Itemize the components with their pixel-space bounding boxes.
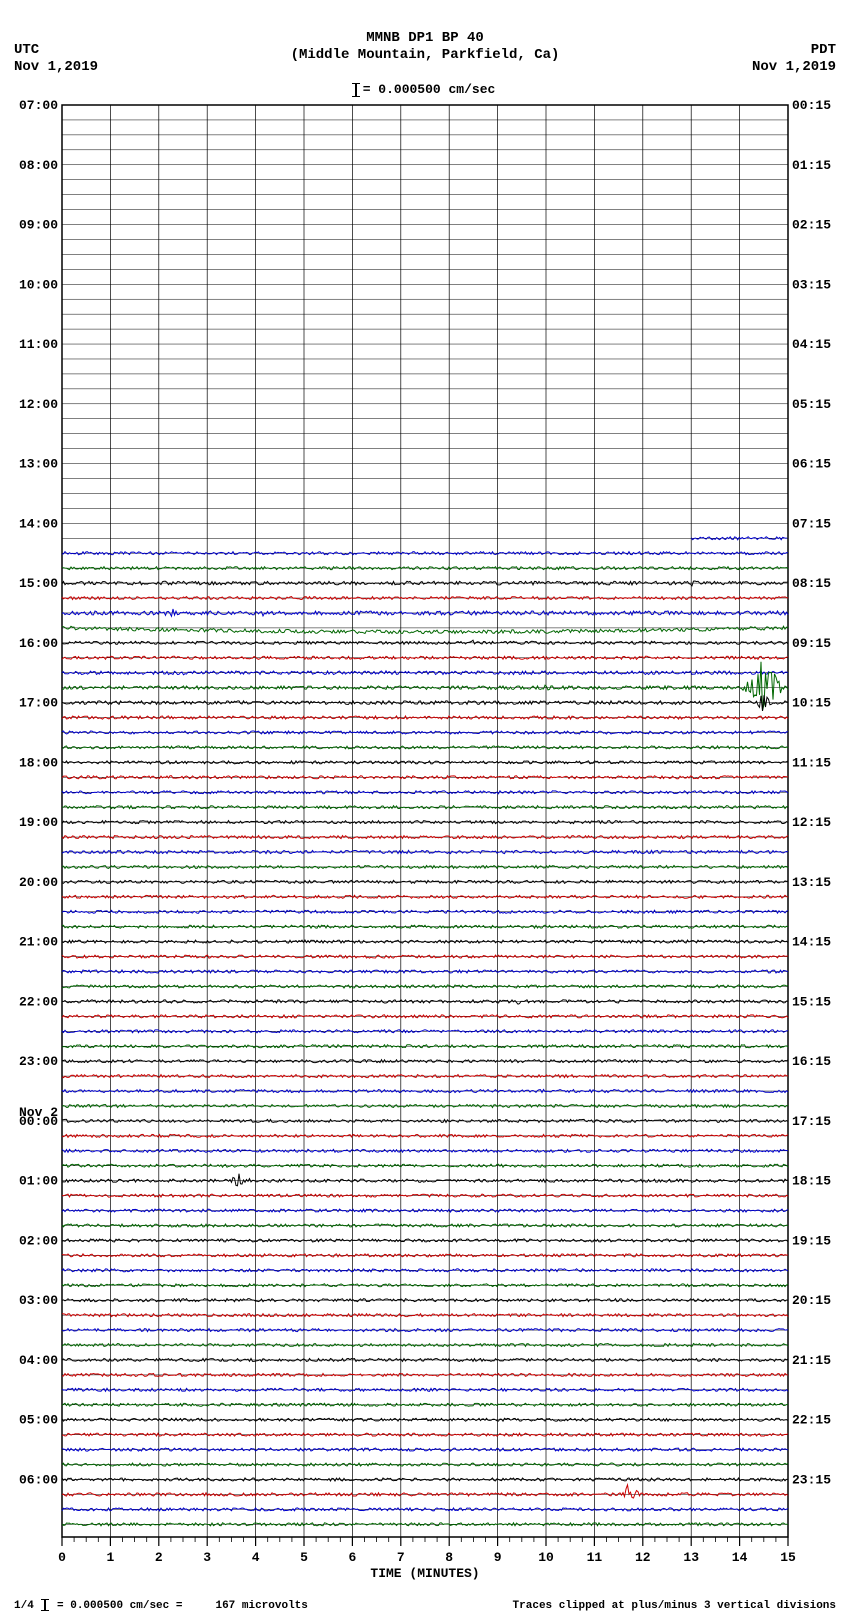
svg-text:11:15: 11:15 [792, 755, 831, 770]
svg-text:2: 2 [155, 1550, 163, 1565]
svg-text:21:00: 21:00 [19, 935, 58, 950]
tz-pdt-label: PDT [752, 42, 836, 59]
svg-text:10:15: 10:15 [792, 696, 831, 711]
footer: 1/4 = 0.000500 cm/sec = 167 microvolts T… [0, 1581, 850, 1622]
svg-text:19:00: 19:00 [19, 815, 58, 830]
svg-text:12:15: 12:15 [792, 815, 831, 830]
svg-text:03:15: 03:15 [792, 277, 831, 292]
svg-text:13:00: 13:00 [19, 457, 58, 472]
footer-prefix: 1/4 [14, 1600, 34, 1612]
svg-text:0: 0 [58, 1550, 66, 1565]
svg-text:06:00: 06:00 [19, 1472, 58, 1487]
svg-text:18:00: 18:00 [19, 755, 58, 770]
svg-text:01:00: 01:00 [19, 1174, 58, 1189]
tz-utc-label: UTC [14, 42, 98, 59]
svg-text:14:00: 14:00 [19, 516, 58, 531]
svg-text:15:00: 15:00 [19, 576, 58, 591]
header-right: PDT Nov 1,2019 [752, 42, 836, 76]
svg-text:01:15: 01:15 [792, 158, 831, 173]
svg-text:18:15: 18:15 [792, 1174, 831, 1189]
svg-text:Nov 2: Nov 2 [19, 1105, 58, 1120]
station-location: (Middle Mountain, Parkfield, Ca) [0, 47, 850, 64]
svg-text:6: 6 [348, 1550, 356, 1565]
svg-text:21:15: 21:15 [792, 1353, 831, 1368]
svg-text:11: 11 [587, 1550, 603, 1565]
svg-text:13: 13 [683, 1550, 699, 1565]
seismogram-svg: 0123456789101112131415TIME (MINUTES)07:0… [14, 99, 836, 1581]
svg-text:22:00: 22:00 [19, 994, 58, 1009]
seismogram-plot: 0123456789101112131415TIME (MINUTES)07:0… [14, 99, 836, 1581]
svg-text:07:15: 07:15 [792, 516, 831, 531]
svg-text:02:15: 02:15 [792, 218, 831, 233]
svg-text:09:15: 09:15 [792, 636, 831, 651]
svg-text:15:15: 15:15 [792, 994, 831, 1009]
svg-text:05:00: 05:00 [19, 1413, 58, 1428]
svg-text:20:15: 20:15 [792, 1293, 831, 1308]
svg-text:22:15: 22:15 [792, 1413, 831, 1428]
svg-text:8: 8 [445, 1550, 453, 1565]
svg-text:17:15: 17:15 [792, 1114, 831, 1129]
footer-right: Traces clipped at plus/minus 3 vertical … [513, 1600, 836, 1612]
scale-note: = 0.000500 cm/sec [0, 78, 850, 99]
header-left: UTC Nov 1,2019 [14, 42, 98, 76]
svg-text:13:15: 13:15 [792, 875, 831, 890]
header-center: MMNB DP1 BP 40 (Middle Mountain, Parkfie… [0, 0, 850, 64]
svg-text:09:00: 09:00 [19, 218, 58, 233]
svg-text:12:00: 12:00 [19, 397, 58, 412]
svg-text:16:00: 16:00 [19, 636, 58, 651]
svg-text:9: 9 [494, 1550, 502, 1565]
svg-text:17:00: 17:00 [19, 696, 58, 711]
svg-text:05:15: 05:15 [792, 397, 831, 412]
svg-text:10: 10 [538, 1550, 554, 1565]
date-right: Nov 1,2019 [752, 59, 836, 76]
svg-text:1: 1 [106, 1550, 114, 1565]
footer-scale: = 0.000500 cm/sec = [57, 1600, 182, 1612]
header: UTC Nov 1,2019 MMNB DP1 BP 40 (Middle Mo… [0, 0, 850, 78]
svg-text:08:15: 08:15 [792, 576, 831, 591]
svg-text:20:00: 20:00 [19, 875, 58, 890]
svg-text:07:00: 07:00 [19, 99, 58, 113]
date-left: Nov 1,2019 [14, 59, 98, 76]
svg-text:3: 3 [203, 1550, 211, 1565]
svg-text:11:00: 11:00 [19, 337, 58, 352]
svg-text:23:15: 23:15 [792, 1472, 831, 1487]
svg-text:7: 7 [397, 1550, 405, 1565]
svg-text:16:15: 16:15 [792, 1054, 831, 1069]
svg-text:14:15: 14:15 [792, 935, 831, 950]
svg-text:08:00: 08:00 [19, 158, 58, 173]
svg-text:4: 4 [252, 1550, 260, 1565]
svg-text:12: 12 [635, 1550, 651, 1565]
svg-text:06:15: 06:15 [792, 457, 831, 472]
svg-text:02:00: 02:00 [19, 1233, 58, 1248]
svg-text:15: 15 [780, 1550, 796, 1565]
svg-text:03:00: 03:00 [19, 1293, 58, 1308]
svg-text:10:00: 10:00 [19, 277, 58, 292]
svg-text:14: 14 [732, 1550, 748, 1565]
svg-text:23:00: 23:00 [19, 1054, 58, 1069]
scale-value: = 0.000500 cm/sec [363, 82, 496, 97]
svg-text:5: 5 [300, 1550, 308, 1565]
svg-text:00:15: 00:15 [792, 99, 831, 113]
footer-microvolts: 167 microvolts [215, 1600, 307, 1612]
footer-left: 1/4 = 0.000500 cm/sec = 167 microvolts [14, 1599, 308, 1612]
svg-text:04:15: 04:15 [792, 337, 831, 352]
svg-text:TIME (MINUTES): TIME (MINUTES) [370, 1566, 479, 1581]
station-title: MMNB DP1 BP 40 [0, 30, 850, 47]
svg-text:04:00: 04:00 [19, 1353, 58, 1368]
svg-text:19:15: 19:15 [792, 1233, 831, 1248]
